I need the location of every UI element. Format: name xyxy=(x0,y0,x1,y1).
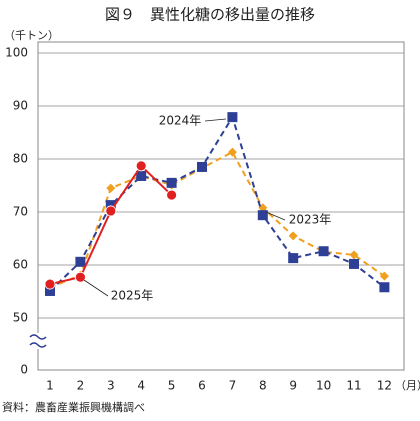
series-line xyxy=(49,164,173,286)
x-axis-label: （月） xyxy=(395,379,420,392)
chart-title: 図９ 異性化糖の移出量の推移 xyxy=(105,6,315,24)
x-tick-label: 5 xyxy=(168,379,176,393)
marker xyxy=(257,210,268,221)
series-label: 2023年 xyxy=(289,213,332,227)
x-tick-label: 6 xyxy=(198,379,206,393)
marker xyxy=(166,177,177,188)
y-tick-label: 90 xyxy=(13,99,28,113)
x-tick-label: 4 xyxy=(137,379,145,393)
series-label: 2024年 xyxy=(159,114,202,128)
x-tick-label: 1 xyxy=(46,379,54,393)
y-tick-label: 0 xyxy=(20,363,28,377)
series-line xyxy=(49,150,385,289)
label-leader xyxy=(265,211,286,221)
marker xyxy=(45,285,55,296)
marker xyxy=(136,170,147,181)
x-tick-label: 8 xyxy=(259,379,267,393)
x-tick-label: 2 xyxy=(77,379,85,393)
y-tick-label: 60 xyxy=(13,258,28,272)
marker xyxy=(75,256,86,267)
marker xyxy=(379,271,389,281)
x-tick-label: 11 xyxy=(346,379,361,393)
marker xyxy=(379,282,390,293)
x-tick-label: 7 xyxy=(229,379,237,393)
marker xyxy=(349,250,359,260)
plot-frame xyxy=(37,41,405,371)
x-tick-label: 9 xyxy=(289,379,297,393)
marker xyxy=(227,112,238,123)
marker xyxy=(166,189,178,201)
axis-break xyxy=(29,342,47,348)
marker xyxy=(349,258,359,269)
source: 資料：農畜産業振興機構調べ xyxy=(2,400,145,414)
label-leader xyxy=(204,118,227,122)
marker xyxy=(227,147,237,157)
marker xyxy=(288,231,298,241)
x-tick-label: 3 xyxy=(107,379,115,393)
y-tick-label: 80 xyxy=(13,152,28,166)
x-tick-label: 12 xyxy=(377,379,392,393)
marker xyxy=(75,271,86,283)
marker xyxy=(106,183,116,193)
x-tick-label: 10 xyxy=(316,379,331,393)
marker xyxy=(288,253,299,264)
marker xyxy=(105,205,117,217)
series-line xyxy=(49,114,386,292)
y-tick-label: 50 xyxy=(13,311,28,325)
axis-break xyxy=(29,334,47,340)
y-tick-label: 100 xyxy=(5,46,28,60)
label-leader xyxy=(83,279,109,297)
y-axis-label: （千トン） xyxy=(4,29,59,42)
marker xyxy=(197,161,207,172)
marker xyxy=(105,200,116,211)
axis-break-bg xyxy=(30,333,46,349)
marker xyxy=(44,278,56,290)
marker xyxy=(318,246,329,257)
marker xyxy=(135,160,147,172)
y-tick-label: 70 xyxy=(13,205,28,219)
series-label: 2025年 xyxy=(111,289,154,303)
